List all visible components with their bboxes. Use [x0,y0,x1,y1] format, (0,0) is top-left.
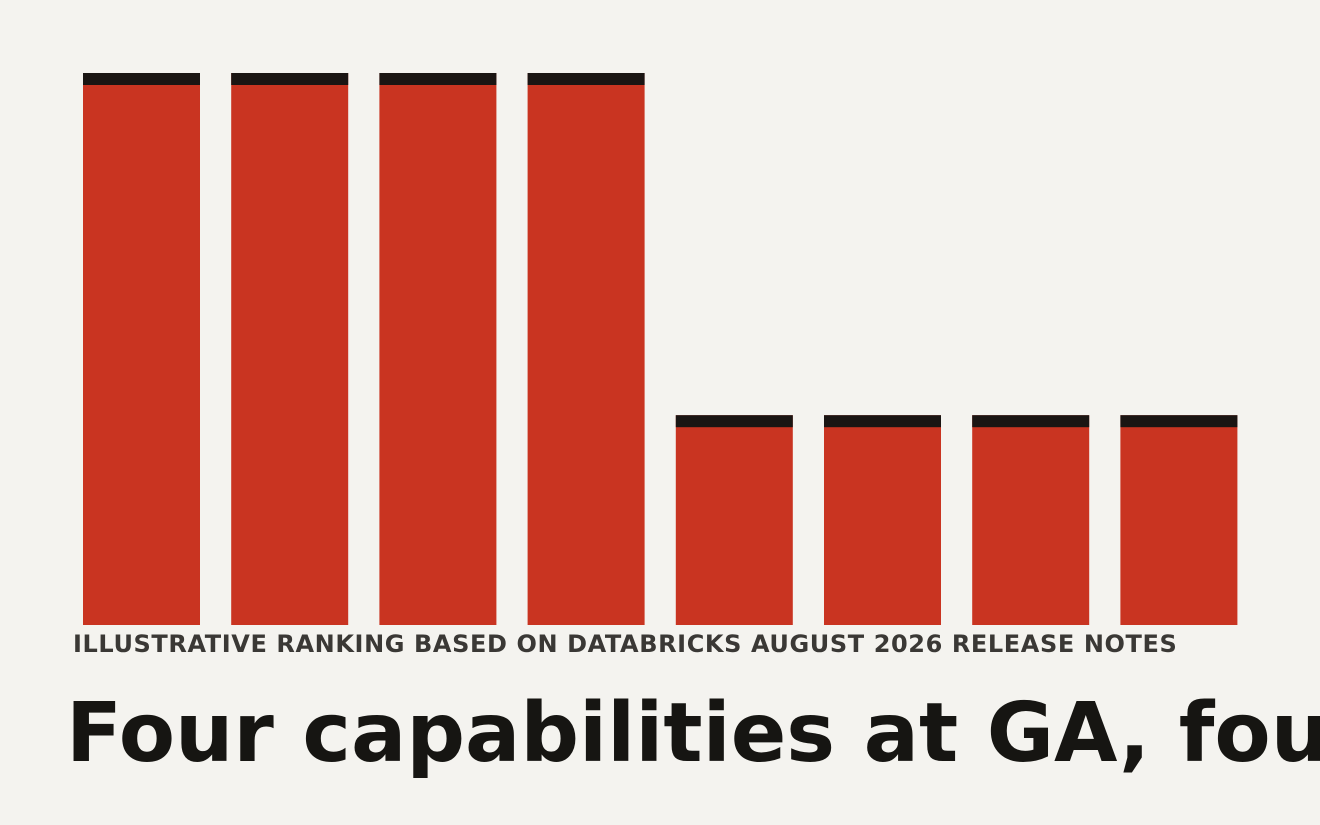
bar-cap-8 [1120,415,1238,428]
bar-4 [527,73,645,625]
bar-cap-1 [83,73,200,85]
bar-1 [83,73,200,625]
chart-subtitle: ILLUSTRATIVE RANKING BASED ON DATABRICKS… [73,630,1178,658]
bar-8 [1120,415,1238,625]
bar-3 [379,73,497,625]
bar-5 [675,415,793,625]
chart-title: Four capabilities at GA, fou [66,686,1320,781]
bar-cap-7 [972,415,1090,428]
bar-cap-6 [824,415,941,428]
bar-7 [972,415,1090,625]
bar-cap-2 [231,73,349,85]
bar-cap-5 [675,415,793,428]
bar-chart [83,73,1238,625]
bar-cap-3 [379,73,497,85]
bar-6 [824,415,941,625]
bar-cap-4 [527,73,645,85]
bar-2 [231,73,349,625]
